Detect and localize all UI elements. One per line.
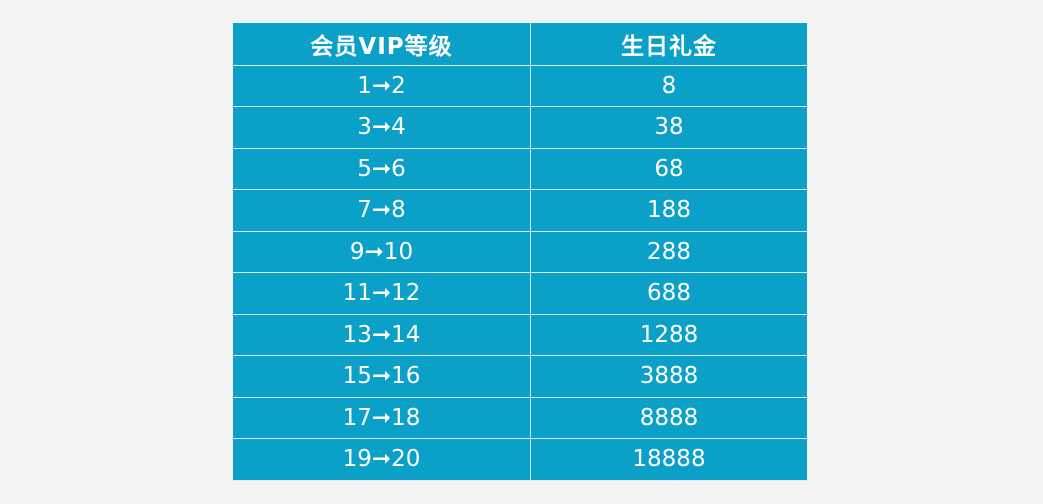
birthday-gift-cell: 8888 (639, 404, 699, 431)
table-row: 1➞2 8 (233, 64, 807, 106)
vip-level-cell: 19➞20 (233, 439, 531, 480)
birthday-gift-cell: 3888 (639, 363, 699, 390)
vip-level-cell: 5➞6 (233, 148, 531, 189)
vip-level-cell: 17➞18 (233, 397, 531, 438)
birthday-gift-cell: 18888 (632, 446, 706, 473)
vip-level-cell: 15➞16 (233, 356, 531, 397)
vip-level-cell: 9➞10 (233, 231, 531, 272)
vip-level-cell: 13➞14 (233, 314, 531, 355)
vip-level-cell: 1➞2 (233, 65, 531, 106)
table-row: 11➞12 688 (233, 272, 807, 314)
header-birthday-gift: 生日礼金 (621, 33, 717, 60)
birthday-gift-cell: 8 (661, 72, 677, 99)
table-row: 15➞16 3888 (233, 355, 807, 397)
table-row: 17➞18 8888 (233, 396, 807, 438)
vip-level-cell: 11➞12 (233, 273, 531, 314)
birthday-gift-cell: 38 (654, 114, 684, 141)
vip-level-cell: 3➞4 (233, 107, 531, 148)
table-row: 7➞8 188 (233, 189, 807, 231)
table-row: 3➞4 38 (233, 106, 807, 148)
vip-birthday-gift-table: 会员VIP等级 生日礼金 1➞2 8 3➞4 38 5➞6 68 7➞8 188… (233, 23, 807, 481)
birthday-gift-cell: 188 (647, 197, 691, 224)
header-vip-level: 会员VIP等级 (233, 23, 531, 65)
birthday-gift-cell: 1288 (639, 321, 699, 348)
birthday-gift-cell: 288 (647, 238, 691, 265)
table-row: 19➞20 18888 (233, 438, 807, 480)
table-row: 5➞6 68 (233, 147, 807, 189)
table-row: 13➞14 1288 (233, 313, 807, 355)
birthday-gift-cell: 68 (654, 155, 684, 182)
birthday-gift-cell: 688 (647, 280, 691, 307)
vip-level-cell: 7➞8 (233, 190, 531, 231)
table-header-row: 会员VIP等级 生日礼金 (233, 23, 807, 65)
table-row: 9➞10 288 (233, 230, 807, 272)
